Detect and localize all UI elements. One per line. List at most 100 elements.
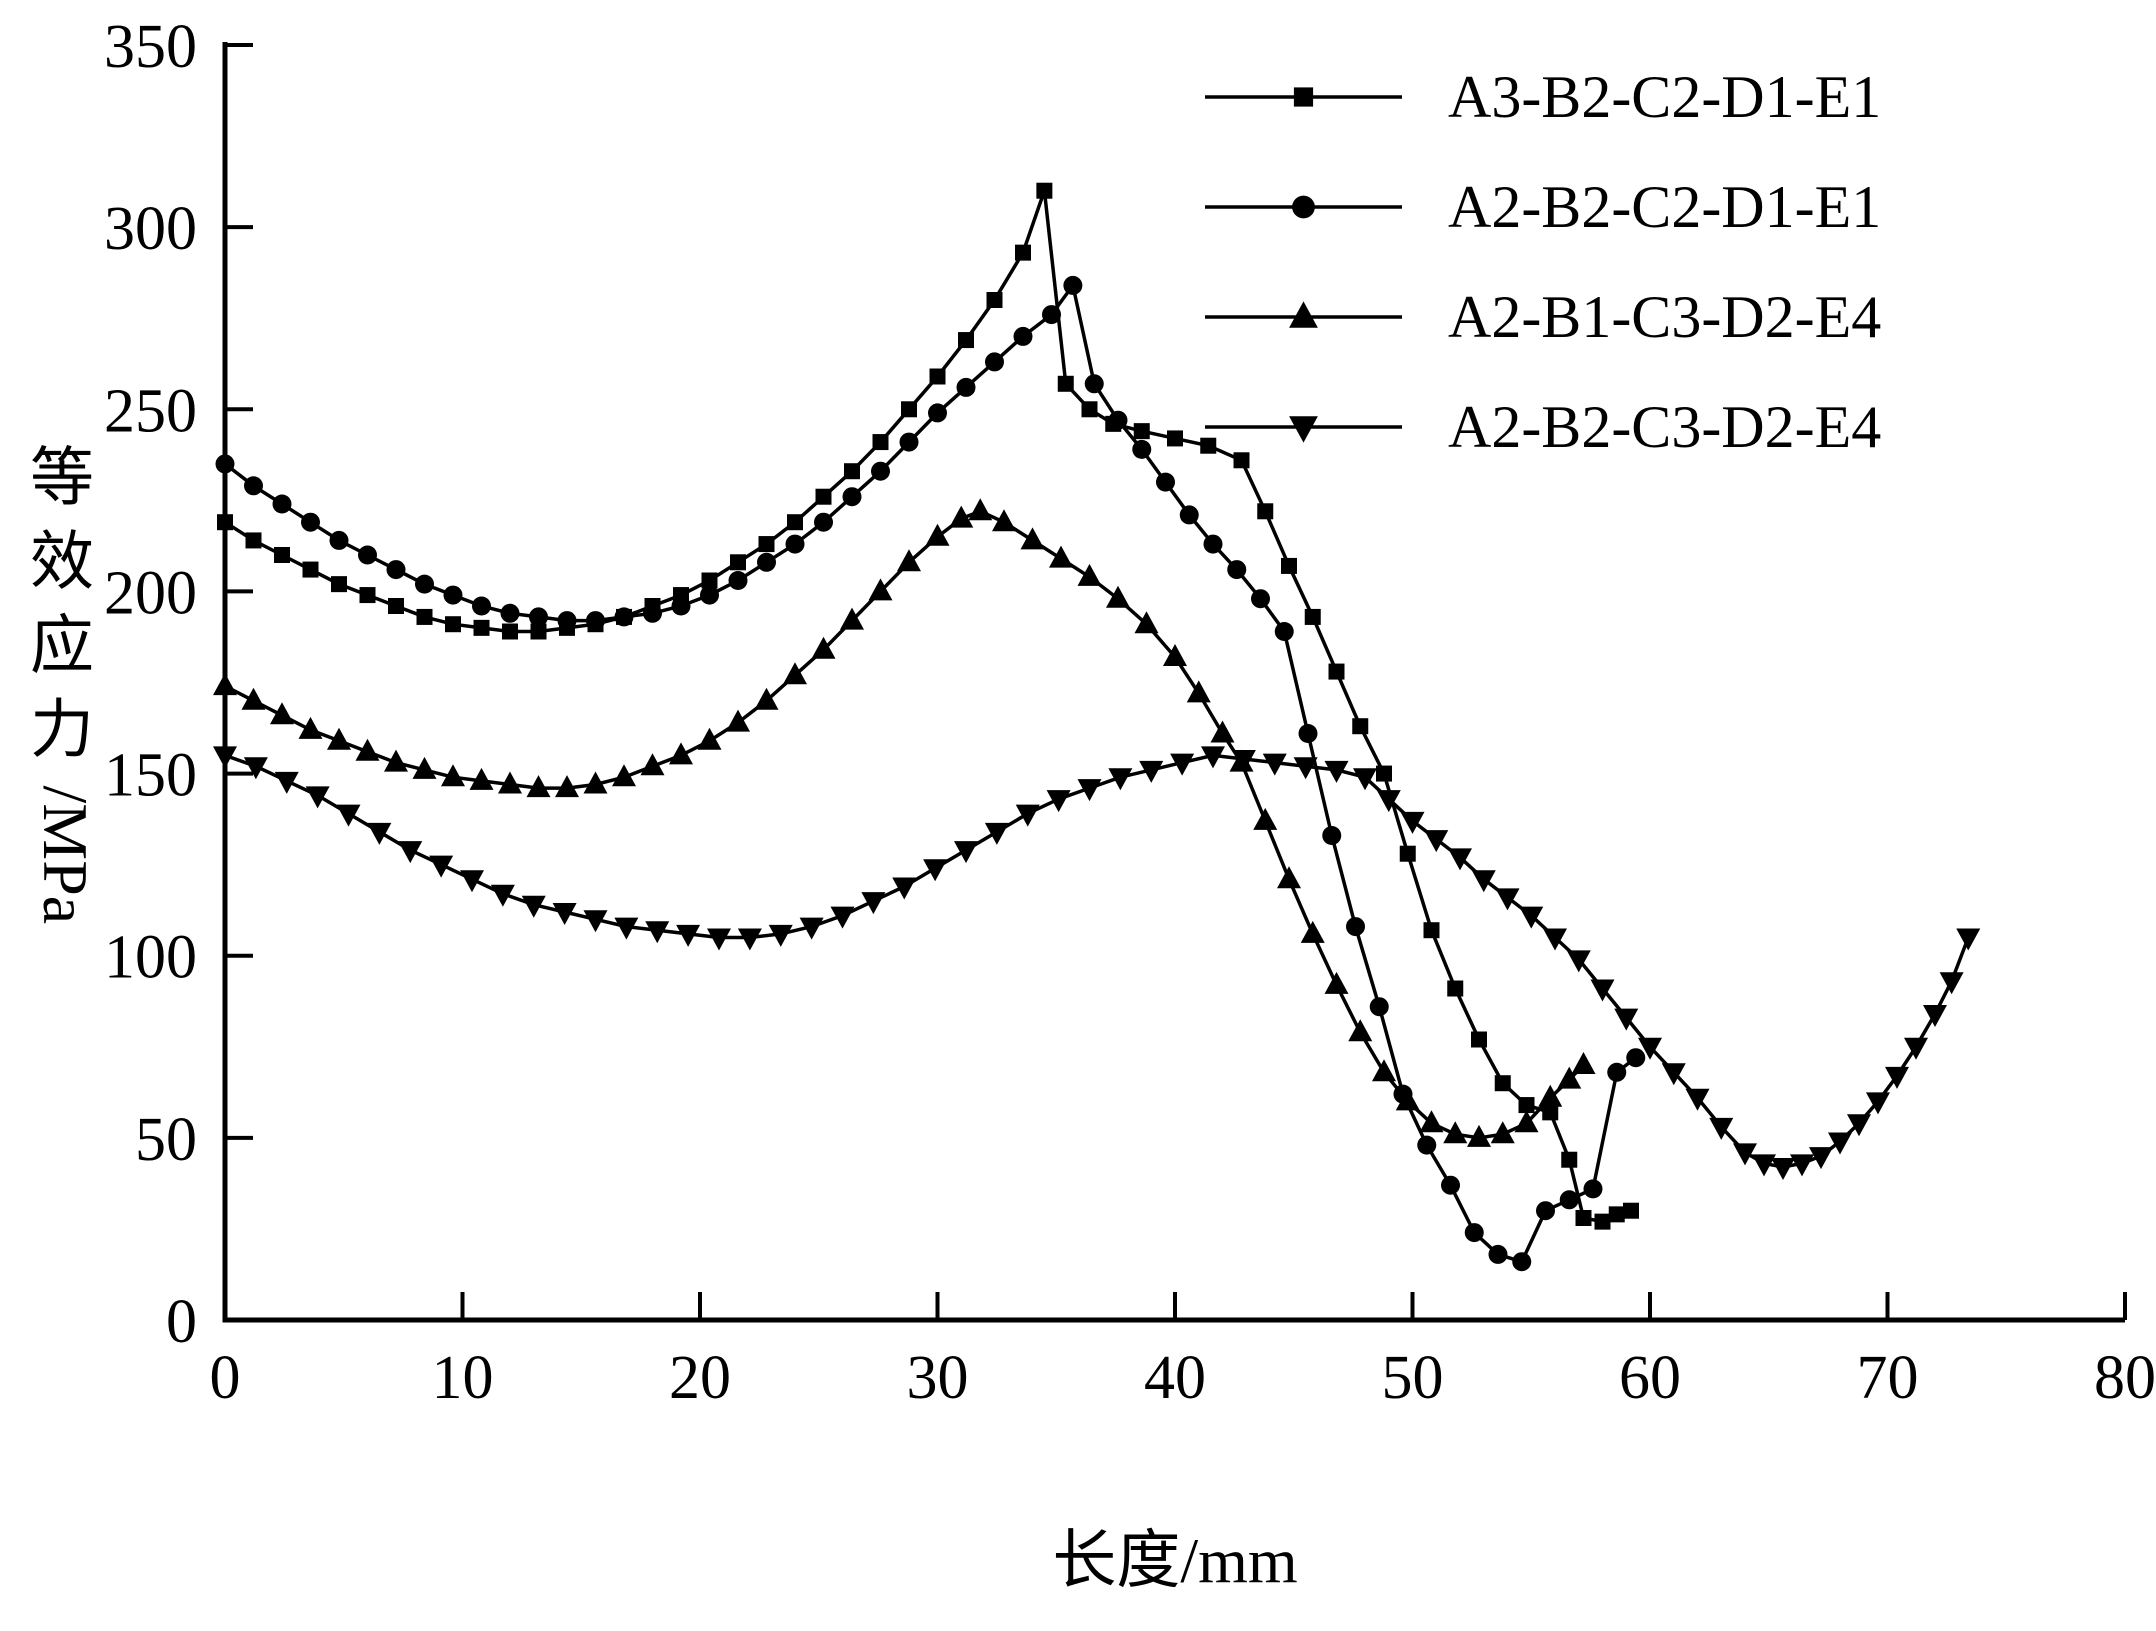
marker-circle xyxy=(1042,305,1061,325)
marker-triangle-up xyxy=(1289,301,1318,328)
marker-triangle-down xyxy=(460,870,484,893)
marker-square xyxy=(1133,423,1150,440)
y-tick-label: 250 xyxy=(104,377,197,445)
marker-square xyxy=(530,623,547,640)
marker-circle xyxy=(1441,1175,1460,1195)
marker-triangle-up xyxy=(754,687,779,710)
y-tick-label: 200 xyxy=(104,559,197,627)
marker-triangle-down xyxy=(1614,1008,1639,1031)
marker-triangle-down xyxy=(213,746,237,769)
marker-triangle-up xyxy=(526,775,551,798)
marker-triangle-down xyxy=(429,855,454,878)
marker-triangle-down xyxy=(1324,760,1349,783)
marker-square xyxy=(1293,87,1314,107)
series-A2-B1-C3-D2-E4 xyxy=(213,498,1596,1147)
marker-square xyxy=(1423,922,1440,939)
marker-circle xyxy=(1322,826,1342,845)
marker-circle xyxy=(842,487,862,507)
x-tick-label: 20 xyxy=(669,1344,731,1412)
marker-triangle-down xyxy=(1866,1092,1890,1115)
marker-square xyxy=(1081,401,1098,418)
x-tick-label: 60 xyxy=(1619,1344,1681,1412)
marker-triangle-down xyxy=(552,903,577,925)
marker-triangle-up xyxy=(783,662,807,685)
marker-circle xyxy=(1626,1048,1646,1068)
x-tick-label: 30 xyxy=(907,1344,969,1412)
plot-area: 0 50 100 150 200 250 300 350 0 10 20 30 40 50 60 70 80 xyxy=(104,13,2156,1412)
marker-triangle-up xyxy=(1277,866,1301,889)
marker-circle xyxy=(358,545,377,565)
marker-triangle-down xyxy=(1566,950,1591,973)
marker-triangle-up xyxy=(270,702,294,725)
marker-square xyxy=(1471,1031,1487,1048)
marker-circle xyxy=(472,596,491,616)
marker-triangle-up xyxy=(441,764,465,787)
marker-square xyxy=(1447,980,1464,997)
marker-triangle-down xyxy=(984,822,1009,845)
marker-triangle-down xyxy=(583,910,608,933)
marker-triangle-down xyxy=(676,924,701,947)
marker-triangle-down xyxy=(954,841,978,864)
marker-triangle-down xyxy=(799,917,824,940)
marker-triangle-down xyxy=(645,921,670,944)
marker-triangle-up xyxy=(1134,611,1159,634)
marker-triangle-up xyxy=(298,716,323,739)
marker-triangle-down xyxy=(1015,804,1040,827)
marker-square xyxy=(815,488,832,505)
marker-triangle-up xyxy=(1557,1066,1582,1089)
series-line xyxy=(224,190,1632,1224)
marker-circle xyxy=(671,596,691,616)
marker-triangle-down xyxy=(1400,811,1425,834)
marker-circle xyxy=(329,530,349,550)
marker-circle xyxy=(301,512,320,532)
legend-item: A2-B2-C3-D2-E4 xyxy=(1205,394,1881,460)
marker-square xyxy=(445,616,461,633)
marker-circle xyxy=(1369,997,1389,1017)
marker-triangle-up xyxy=(1186,680,1211,703)
marker-circle xyxy=(557,611,577,631)
marker-triangle-up xyxy=(1324,971,1349,994)
marker-triangle-up xyxy=(1514,1110,1539,1133)
marker-square xyxy=(872,434,889,451)
marker-square xyxy=(217,514,233,531)
series-line xyxy=(224,509,1585,1140)
marker-triangle-up xyxy=(1106,585,1130,608)
marker-triangle-down xyxy=(768,924,793,947)
marker-triangle-up xyxy=(1163,644,1187,666)
marker-square xyxy=(1494,1075,1511,1092)
y-axis-label-char: 力 xyxy=(30,695,94,766)
x-tick-label: 40 xyxy=(1144,1344,1206,1412)
marker-triangle-down xyxy=(1139,760,1164,783)
legend-label: A2-B1-C3-D2-E4 xyxy=(1448,284,1881,350)
legend: A3-B2-C2-D1-E1 A2-B2-C2-D1-E1 A2-B1-C3-D2-… xyxy=(1205,64,1881,460)
marker-triangle-down xyxy=(1590,979,1615,1002)
marker-triangle-up xyxy=(868,578,893,601)
marker-square xyxy=(1015,244,1031,261)
legend-item: A3-B2-C2-D1-E1 xyxy=(1205,64,1881,130)
marker-triangle-up xyxy=(669,742,693,765)
marker-circle xyxy=(1251,589,1270,609)
marker-circle xyxy=(1512,1252,1532,1272)
marker-triangle-up xyxy=(1443,1121,1468,1144)
marker-triangle-down xyxy=(1828,1132,1852,1155)
y-tick-label: 300 xyxy=(104,195,197,263)
marker-triangle-down xyxy=(1709,1117,1734,1140)
marker-circle xyxy=(1227,560,1247,580)
legend-label: A3-B2-C2-D1-E1 xyxy=(1448,64,1881,130)
series-A2-B2-C3-D2-E4 xyxy=(213,746,1981,1180)
marker-circle xyxy=(899,432,919,452)
marker-circle xyxy=(415,574,434,594)
marker-triangle-up xyxy=(640,753,665,776)
marker-triangle-down xyxy=(490,884,515,907)
marker-triangle-up xyxy=(612,764,636,787)
marker-triangle-down xyxy=(1904,1037,1928,1060)
marker-square xyxy=(1233,452,1250,469)
marker-triangle-up xyxy=(469,767,494,790)
marker-triangle-up xyxy=(840,607,864,630)
marker-circle xyxy=(1013,326,1033,346)
marker-square xyxy=(1594,1213,1611,1230)
marker-triangle-down xyxy=(707,928,731,951)
marker-triangle-up xyxy=(1372,1059,1396,1082)
marker-triangle-down xyxy=(614,917,639,940)
